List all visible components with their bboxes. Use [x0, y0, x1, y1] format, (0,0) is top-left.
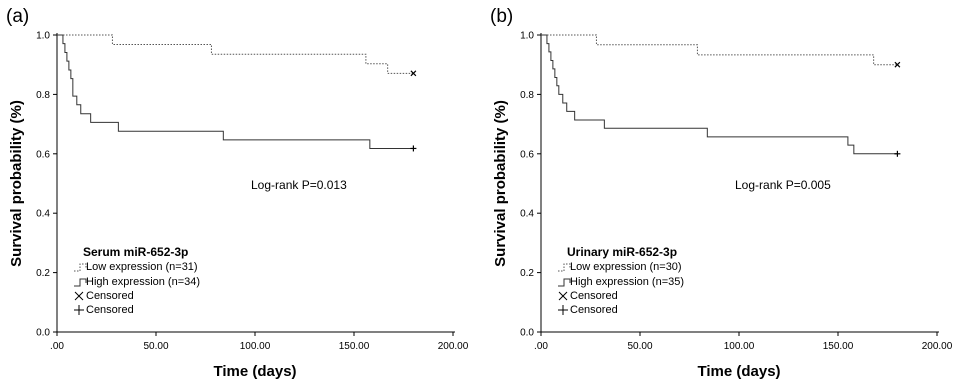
y-tick-label: 1.0 — [36, 31, 50, 42]
censor-x-marker — [894, 61, 901, 68]
censor-plus-marker — [894, 150, 901, 157]
panel-label: (a) — [6, 6, 29, 27]
km-panel-a: (a) 0.0 0.2 0.4 0.6 0.8 1.0 .00 50.00 100.00 150.0… — [6, 6, 469, 380]
y-tick-label: 0.4 — [520, 209, 534, 220]
log-rank-annotation: Log-rank P=0.005 — [735, 178, 831, 192]
survival-curve-high — [57, 34, 414, 149]
survival-curve-high — [541, 34, 898, 155]
y-tick-label: 0.4 — [36, 209, 50, 220]
censor-x-marker — [410, 70, 417, 77]
log-rank-annotation: Log-rank P=0.013 — [251, 178, 347, 192]
legend-entry-label: High expression (n=34) — [86, 276, 200, 288]
legend-title: Serum miR-652-3p — [83, 245, 188, 259]
y-axis-title: Survival probability (%) — [492, 100, 509, 267]
legend-low-symbol — [558, 263, 571, 272]
y-tick-label: 0.2 — [520, 268, 534, 279]
legend-entry-label: Censored — [86, 304, 134, 316]
y-tick-label: 0.2 — [36, 268, 50, 279]
x-tick-label: 50.00 — [627, 341, 652, 352]
panel-label: (b) — [490, 6, 513, 27]
legend: Urinary miR-652-3p Low expression (n=30) H… — [558, 245, 684, 316]
legend-entry-label: Censored — [570, 304, 618, 316]
censor-plus-marker — [410, 145, 417, 152]
legend-entry-label: Low expression (n=30) — [570, 261, 682, 273]
x-tick-label: 100.00 — [724, 341, 755, 352]
x-axis-title: Time (days) — [213, 363, 296, 380]
y-tick-label: 0.0 — [520, 328, 534, 339]
y-tick-label: 1.0 — [520, 31, 534, 42]
km-chart-svg: (a) 0.0 0.2 0.4 0.6 0.8 1.0 .00 50.00 100.00 150.0… — [6, 6, 469, 380]
legend-high-symbol — [558, 278, 571, 287]
x-axis-title: Time (days) — [697, 363, 780, 380]
x-tick-label: .00 — [534, 341, 548, 352]
y-tick-label: 0.8 — [36, 90, 50, 101]
legend-censor-plus-symbol — [558, 305, 568, 315]
y-tick-label: 0.8 — [520, 90, 534, 101]
km-chart-svg: (b) 0.0 0.2 0.4 0.6 0.8 1.0 .00 50.00 100.00 150.0… — [490, 6, 953, 380]
survival-curve-low — [57, 34, 414, 74]
y-tick-label: 0.0 — [36, 328, 50, 339]
survival-curve-low — [541, 34, 898, 66]
legend-entry-label: Censored — [86, 290, 134, 302]
y-axis-title: Survival probability (%) — [8, 100, 25, 267]
legend-low-symbol — [74, 263, 87, 272]
legend: Serum miR-652-3p Low expression (n=31) Hig… — [74, 245, 200, 316]
x-tick-label: 50.00 — [143, 341, 168, 352]
x-tick-label: 100.00 — [240, 341, 271, 352]
y-tick-label: 0.6 — [36, 149, 50, 160]
x-tick-label: 200.00 — [922, 341, 953, 352]
km-panel-b: (b) 0.0 0.2 0.4 0.6 0.8 1.0 .00 50.00 100.00 150.0… — [484, 0, 968, 384]
legend-censor-x-symbol — [74, 291, 84, 301]
x-tick-label: 150.00 — [823, 341, 854, 352]
y-tick-label: 0.6 — [520, 149, 534, 160]
x-tick-label: 200.00 — [438, 341, 469, 352]
x-tick-label: 150.00 — [339, 341, 370, 352]
legend-censor-x-symbol — [558, 291, 568, 301]
legend-entry-label: Censored — [570, 290, 618, 302]
x-tick-label: .00 — [50, 341, 64, 352]
legend-censor-plus-symbol — [74, 305, 84, 315]
legend-entry-label: High expression (n=35) — [570, 276, 684, 288]
legend-entry-label: Low expression (n=31) — [86, 261, 198, 273]
legend-high-symbol — [74, 278, 87, 287]
legend-title: Urinary miR-652-3p — [567, 245, 677, 259]
